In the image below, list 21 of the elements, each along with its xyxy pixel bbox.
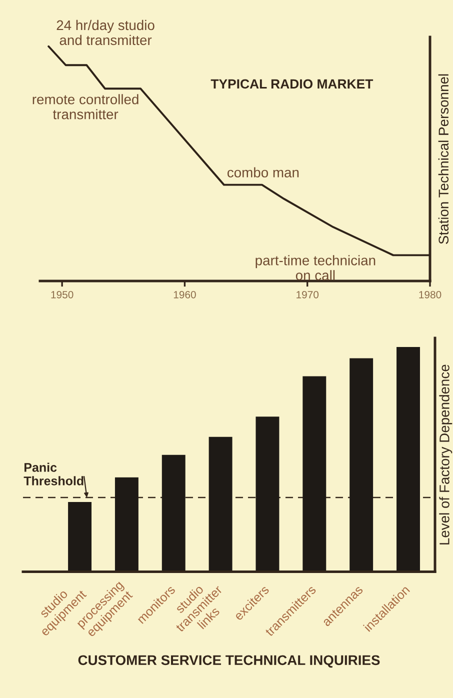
bar bbox=[350, 358, 374, 572]
bar bbox=[208, 436, 232, 572]
bar bbox=[114, 477, 138, 572]
annotation: remote controlled transmitter bbox=[32, 94, 138, 120]
bar bbox=[256, 416, 280, 572]
bar bbox=[162, 454, 186, 572]
x-tick-label: 1960 bbox=[174, 290, 196, 298]
annotation: combo man bbox=[228, 167, 299, 178]
bar bbox=[396, 346, 420, 572]
x-axis-title: CUSTOMER SERVICE TECHNICAL INQUIRIES bbox=[78, 655, 380, 668]
bar bbox=[68, 502, 92, 572]
text: TYPICAL RADIO MARKET bbox=[210, 79, 374, 89]
x-tick-label: 1950 bbox=[51, 290, 74, 298]
annotation: part-time technician on call bbox=[256, 255, 376, 280]
x-tick-label: 1980 bbox=[419, 290, 442, 298]
y-axis-title: Station Technical Personnel bbox=[438, 74, 449, 244]
y-axis-title: Level of Factory Dependence bbox=[439, 364, 452, 544]
annotation: 24 hr/day studio and transmitter bbox=[56, 20, 154, 46]
x-tick-label: 1970 bbox=[296, 290, 319, 298]
ref-line-label: Panic Threshold bbox=[24, 462, 84, 486]
bar bbox=[302, 376, 326, 572]
